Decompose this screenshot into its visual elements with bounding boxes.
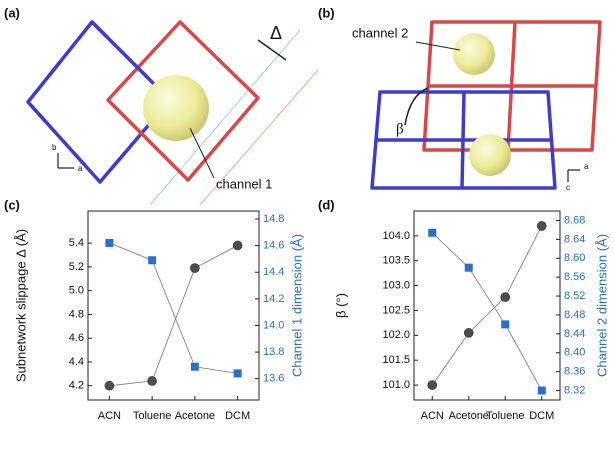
y-axis-title: Subnetwork slippage Δ (Å)	[13, 229, 28, 382]
plot-frame	[414, 211, 560, 400]
arrow	[416, 42, 460, 50]
y2-tick-label: 14.8	[263, 213, 284, 225]
y2-axis-title: Channel 2 dimension (Å)	[594, 234, 609, 377]
arrow	[258, 40, 286, 60]
y2-tick-label: 14.4	[263, 266, 284, 278]
series-line	[432, 233, 542, 391]
plot-frame	[88, 211, 259, 400]
marker	[105, 239, 113, 247]
y-tick-label: 101.0	[382, 379, 410, 391]
y-tick-label: 4.4	[69, 356, 84, 368]
y2-tick-label: 14.6	[263, 240, 284, 252]
marker	[148, 256, 156, 264]
x-tick-label: Acetone	[175, 410, 215, 422]
y2-tick-label: 8.68	[564, 214, 585, 226]
y-tick-label: 104.0	[382, 230, 410, 242]
marker	[538, 387, 546, 395]
y2-tick-label: 8.32	[564, 384, 585, 396]
x-tick-label: Toluene	[133, 410, 172, 422]
y2-tick-label: 8.36	[564, 366, 585, 378]
y-tick-label: 102.5	[382, 304, 410, 316]
y2-tick-label: 8.44	[564, 328, 585, 340]
annotation: Δ	[270, 23, 282, 43]
panel-label: (a)	[4, 5, 20, 20]
framework-blue	[462, 92, 464, 188]
marker	[234, 369, 242, 377]
y2-tick-label: 14.0	[263, 319, 284, 331]
y-tick-label: 5.0	[69, 285, 84, 297]
y2-tick-label: 8.40	[564, 347, 585, 359]
y2-tick-label: 8.64	[564, 233, 585, 245]
y2-tick-label: 8.56	[564, 271, 585, 283]
marker	[501, 293, 510, 302]
marker	[464, 328, 473, 337]
marker	[428, 229, 436, 237]
y2-axis-title: Channel 1 dimension (Å)	[289, 234, 304, 377]
x-tick-label: Toluene	[486, 410, 525, 422]
series-line	[109, 243, 237, 373]
axis-label: c	[566, 183, 570, 192]
y-tick-label: 5.2	[69, 261, 84, 273]
marker	[148, 376, 157, 385]
annotation: channel 2	[352, 25, 408, 40]
panel-label: (d)	[318, 197, 335, 212]
y-tick-label: 4.8	[69, 308, 84, 320]
channel-sphere	[469, 134, 511, 176]
x-tick-label: DCM	[529, 410, 554, 422]
marker	[465, 264, 473, 272]
marker	[428, 381, 437, 390]
marker	[105, 381, 114, 390]
y-tick-label: 5.4	[69, 237, 84, 249]
y-tick-label: 103.0	[382, 280, 410, 292]
y2-tick-label: 14.2	[263, 293, 284, 305]
y2-tick-label: 13.8	[263, 346, 284, 358]
channel-sphere	[143, 75, 209, 141]
y2-tick-label: 8.52	[564, 290, 585, 302]
y2-tick-label: 13.6	[263, 373, 284, 385]
y-tick-label: 103.5	[382, 255, 410, 267]
y-tick-label: 101.5	[382, 354, 410, 366]
axis-label: b	[52, 143, 57, 152]
series-line	[109, 245, 237, 385]
channel-sphere	[453, 33, 495, 75]
panel-label: (c)	[4, 197, 20, 212]
marker	[537, 221, 546, 230]
marker	[233, 241, 242, 250]
axis-label: a	[584, 162, 589, 171]
panel-label: (b)	[318, 5, 335, 20]
y-tick-label: 4.6	[69, 332, 84, 344]
x-tick-label: ACN	[98, 410, 121, 422]
y2-tick-label: 8.60	[564, 252, 585, 264]
marker	[191, 363, 199, 371]
y2-tick-label: 8.48	[564, 309, 585, 321]
axis-label: a	[78, 164, 83, 173]
y-axis-title: β (°)	[333, 293, 348, 318]
y-tick-label: 4.2	[69, 380, 84, 392]
y-tick-label: 102.0	[382, 329, 410, 341]
annotation: channel 1	[216, 176, 272, 191]
annotation: β	[396, 121, 404, 137]
x-tick-label: Acetone	[449, 410, 489, 422]
figure: (a) (b) (c) (d) channel 1 Δ b a channel …	[0, 0, 615, 453]
x-tick-label: ACN	[421, 410, 444, 422]
x-tick-label: DCM	[225, 410, 250, 422]
marker	[190, 264, 199, 273]
marker	[501, 320, 509, 328]
